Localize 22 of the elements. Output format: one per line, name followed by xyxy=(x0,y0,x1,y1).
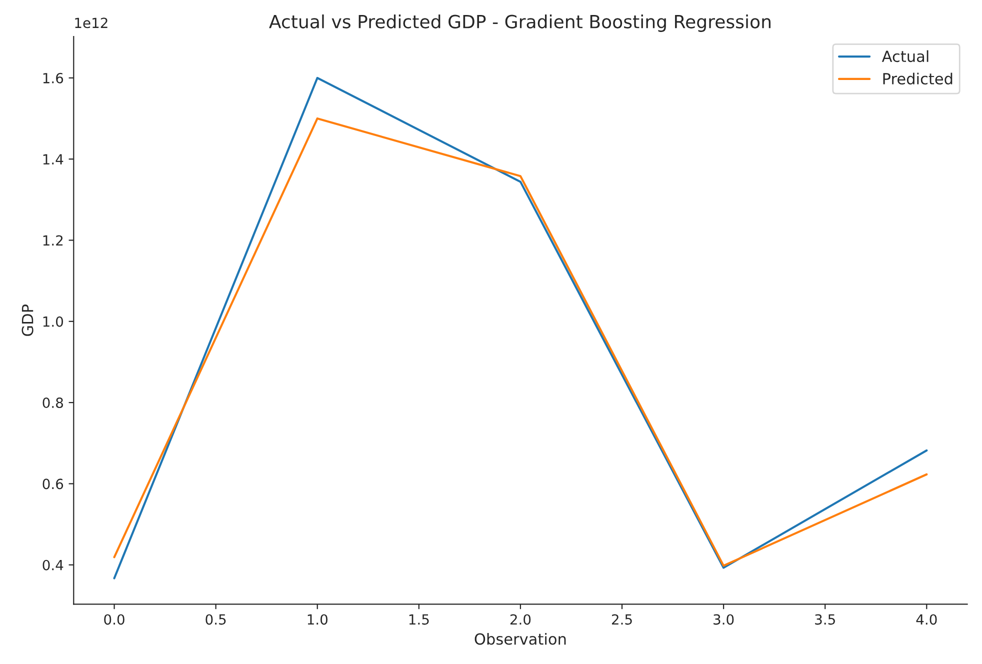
y-tick-label: 1.4 xyxy=(43,154,64,164)
y-tick-label: 1.6 xyxy=(43,72,64,84)
x-tick-label: 2.5 xyxy=(612,614,632,625)
y-tick-label: 0.4 xyxy=(42,560,64,570)
x-tick-label: 0.5 xyxy=(206,614,226,625)
x-axis-title: Observation xyxy=(474,632,566,645)
x-tick-label: 1.5 xyxy=(409,614,429,625)
y-axis-title: GDP xyxy=(22,304,34,336)
x-tick-label: 2.0 xyxy=(510,614,531,625)
text: 1e12 xyxy=(75,18,108,28)
y-tick-label: 1.0 xyxy=(43,316,64,327)
y-tick-label: 1.2 xyxy=(43,235,63,246)
x-tick-label: 4.0 xyxy=(916,614,937,625)
legend-label: Predicted xyxy=(883,72,952,85)
x-tick-label: 1.0 xyxy=(308,614,328,625)
chart-title: Actual vs Predicted GDP - Gradient Boosting Regression xyxy=(269,14,770,32)
x-tick-label: 3.5 xyxy=(815,614,835,625)
y-tick-label: 0.6 xyxy=(42,478,64,490)
y-tick-label: 0.8 xyxy=(42,398,63,408)
x-tick-label: 3.0 xyxy=(714,614,734,625)
x-tick-label: 0.0 xyxy=(104,614,124,625)
legend-label: Actual xyxy=(882,50,928,62)
